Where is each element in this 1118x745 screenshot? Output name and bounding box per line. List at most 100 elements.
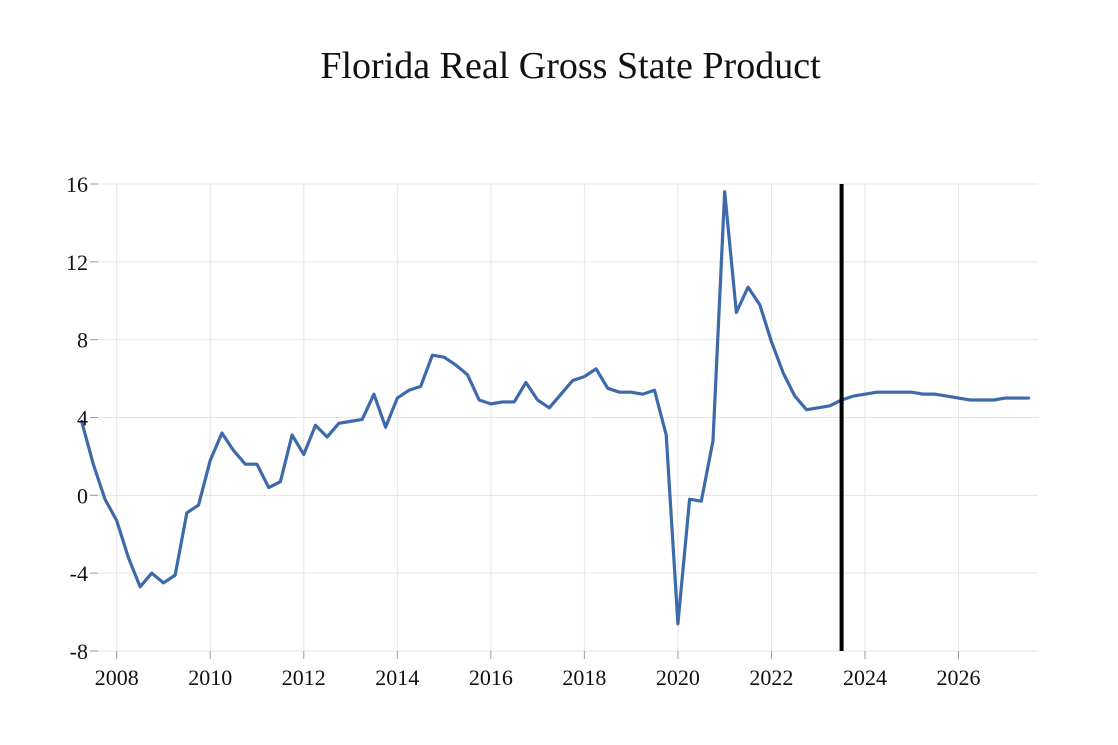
data-point: [278, 480, 282, 484]
data-point: [442, 355, 446, 359]
data-point: [547, 406, 551, 410]
data-point: [968, 398, 972, 402]
data-point: [1027, 396, 1031, 400]
data-point: [945, 394, 949, 398]
data-point: [793, 394, 797, 398]
data-point: [325, 435, 329, 439]
data-point: [150, 571, 154, 575]
x-axis: 2008 2010 2012 2014 2016 2018 2020 2022 2024 2026: [95, 651, 980, 690]
x-tick-label: 2020: [656, 665, 700, 690]
data-point: [664, 433, 668, 437]
data-point: [161, 581, 165, 585]
y-tick-label: 4: [77, 406, 88, 431]
data-point: [582, 375, 586, 379]
data-point: [372, 392, 376, 396]
x-tick-label: 2008: [95, 665, 139, 690]
data-point: [875, 390, 879, 394]
data-point: [477, 398, 481, 402]
data-point: [828, 404, 832, 408]
data-point: [126, 556, 130, 560]
data-point: [536, 398, 540, 402]
data-point: [430, 353, 434, 357]
series-line: [80, 190, 1031, 626]
data-point: [910, 390, 914, 394]
data-point: [559, 392, 563, 396]
data-point: [501, 400, 505, 404]
data-point: [512, 400, 516, 404]
data-point: [723, 190, 727, 194]
data-point: [91, 462, 95, 466]
data-point: [255, 462, 259, 466]
data-point: [185, 511, 189, 515]
data-point: [769, 340, 773, 344]
data-point: [360, 417, 364, 421]
data-point: [419, 384, 423, 388]
data-point: [816, 406, 820, 410]
data-point: [641, 392, 645, 396]
y-tick-label: 8: [77, 328, 88, 353]
data-point: [337, 421, 341, 425]
data-point: [197, 503, 201, 507]
y-axis: -8 -4 0 4 8 12 16: [66, 172, 98, 664]
data-point: [1003, 396, 1007, 400]
data-point: [746, 285, 750, 289]
data-point: [524, 380, 528, 384]
data-point: [243, 462, 247, 466]
data-point: [734, 310, 738, 314]
data-point: [606, 386, 610, 390]
data-point: [115, 519, 119, 523]
data-point: [898, 390, 902, 394]
x-tick-label: 2022: [749, 665, 793, 690]
x-tick-label: 2012: [282, 665, 326, 690]
data-point: [980, 398, 984, 402]
data-point: [863, 392, 867, 396]
y-tick-label: -4: [70, 561, 88, 586]
series-layer: [80, 190, 1031, 626]
data-point: [103, 497, 107, 501]
data-point: [313, 423, 317, 427]
data-point: [956, 396, 960, 400]
y-tick-label: 12: [66, 250, 88, 275]
data-point: [921, 392, 925, 396]
data-point: [267, 486, 271, 490]
data-point: [758, 303, 762, 307]
data-point: [699, 499, 703, 503]
data-point: [208, 458, 212, 462]
data-point: [465, 373, 469, 377]
x-tick-label: 2016: [469, 665, 513, 690]
x-tick-label: 2018: [562, 665, 606, 690]
y-tick-label: 16: [66, 172, 88, 197]
data-point: [992, 398, 996, 402]
data-point: [629, 390, 633, 394]
data-point: [851, 394, 855, 398]
data-point: [594, 367, 598, 371]
data-point: [805, 408, 809, 412]
data-point: [220, 431, 224, 435]
chart-title: Florida Real Gross State Product: [320, 45, 821, 87]
data-point: [571, 379, 575, 383]
data-point: [349, 419, 353, 423]
y-tick-label: 0: [77, 483, 88, 508]
data-point: [407, 388, 411, 392]
data-point: [653, 388, 657, 392]
data-point: [138, 585, 142, 589]
data-point: [395, 396, 399, 400]
data-point: [489, 402, 493, 406]
x-tick-label: 2014: [375, 665, 419, 690]
data-point: [302, 452, 306, 456]
x-tick-label: 2026: [936, 665, 980, 690]
x-tick-label: 2024: [843, 665, 887, 690]
data-point: [676, 622, 680, 626]
data-point: [711, 439, 715, 443]
data-point: [173, 573, 177, 577]
data-point: [384, 425, 388, 429]
data-point: [781, 371, 785, 375]
data-point: [232, 449, 236, 453]
data-point: [617, 390, 621, 394]
data-point: [454, 363, 458, 367]
x-tick-label: 2010: [188, 665, 232, 690]
y-tick-label: -8: [70, 639, 88, 664]
data-point: [886, 390, 890, 394]
